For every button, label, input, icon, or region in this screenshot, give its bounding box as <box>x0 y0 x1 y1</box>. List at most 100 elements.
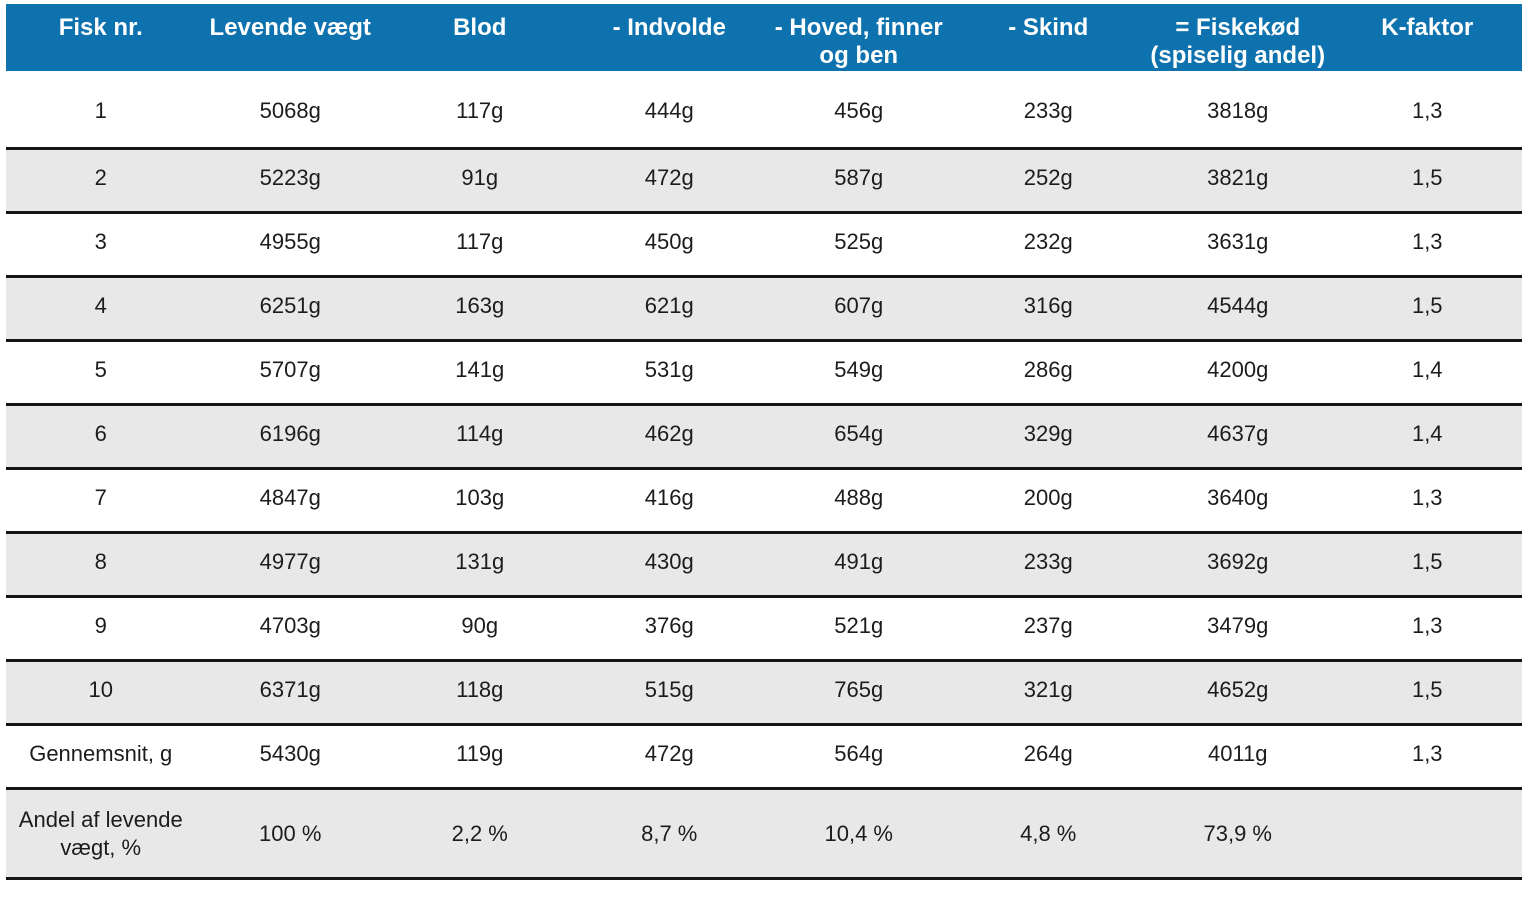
head-fins-bones-cell: 488g <box>764 467 954 533</box>
fish-number-cell: 2 <box>6 147 196 213</box>
fish-meat-cell: 73,9 % <box>1143 787 1333 881</box>
fish-meat-cell: 4652g <box>1143 659 1333 725</box>
fish-number-cell: 10 <box>6 659 196 725</box>
col-header-head-fins-bones: - Hoved, finner og ben <box>764 4 954 71</box>
live-weight-cell: 5430g <box>195 723 385 789</box>
head-fins-bones-cell: 765g <box>764 659 954 725</box>
table-row-percent-of-live-weight: Andel af levende vægt, % 100 % 2,2 % 8,7 % 1… <box>6 787 1522 881</box>
skin-cell: 237g <box>953 595 1143 661</box>
blood-cell: 114g <box>385 403 575 469</box>
live-weight-cell: 5068g <box>259 97 321 123</box>
viscera-cell: 376g <box>574 595 764 661</box>
k-factor-cell: 1,5 <box>1332 147 1522 213</box>
fish-number-cell: 4 <box>6 275 196 341</box>
viscera-cell: 531g <box>574 339 764 405</box>
table-row-fish-10: 10 6371g 118g 515g 765g 321g 4652g 1,5 <box>6 659 1522 725</box>
table-row-fish-8: 8 4977g 131g 430g 491g 233g 3692g 1,5 <box>6 531 1522 597</box>
k-factor-cell: 1,3 <box>1411 97 1443 123</box>
table-row-fish-9: 9 4703g 90g 376g 521g 237g 3479g 1,3 <box>6 595 1522 661</box>
skin-cell: 252g <box>953 147 1143 213</box>
skin-cell: 321g <box>953 659 1143 725</box>
skin-cell: 316g <box>953 275 1143 341</box>
skin-cell: 232g <box>953 211 1143 277</box>
fish-yield-table: Fisk nr. Levende vægt Blod - Indvolde - … <box>6 4 1522 881</box>
fish-meat-cell: 3640g <box>1143 467 1333 533</box>
blood-cell: 141g <box>385 339 575 405</box>
k-factor-cell: 1,3 <box>1332 467 1522 533</box>
head-fins-bones-cell: 491g <box>764 531 954 597</box>
head-fins-bones-cell: 607g <box>764 275 954 341</box>
skin-cell: 233g <box>1023 97 1073 123</box>
blood-cell: 2,2 % <box>385 787 575 881</box>
blood-cell: 90g <box>385 595 575 661</box>
blood-cell: 103g <box>385 467 575 533</box>
k-factor-cell: 1,5 <box>1332 275 1522 341</box>
table-row-fish-2: 2 5223g 91g 472g 587g 252g 3821g 1,5 <box>6 147 1522 213</box>
viscera-cell: 416g <box>574 467 764 533</box>
fish-meat-cell: 3818g <box>1207 97 1269 123</box>
live-weight-cell: 4847g <box>195 467 385 533</box>
fish-number-cell: 8 <box>6 531 196 597</box>
viscera-cell: 472g <box>574 723 764 789</box>
live-weight-cell: 5707g <box>195 339 385 405</box>
col-header-blood: Blod <box>385 4 575 71</box>
col-header-live-weight: Levende vægt <box>195 4 385 71</box>
fish-number-cell: 1 <box>94 97 107 123</box>
head-fins-bones-cell: 10,4 % <box>764 787 954 881</box>
fish-meat-cell: 3821g <box>1143 147 1333 213</box>
blood-cell: 131g <box>385 531 575 597</box>
fish-meat-cell: 3631g <box>1143 211 1333 277</box>
table-body: 1 5068g 117g 444g 456g 233g 3818g 1,3 2 5223g 91g… <box>6 71 1522 881</box>
head-fins-bones-cell: 521g <box>764 595 954 661</box>
head-fins-bones-cell: 456g <box>834 97 884 123</box>
viscera-cell: 450g <box>574 211 764 277</box>
fish-meat-cell: 4544g <box>1143 275 1333 341</box>
live-weight-cell: 6251g <box>195 275 385 341</box>
k-factor-cell: 1,4 <box>1332 403 1522 469</box>
col-header-fish-no: Fisk nr. <box>6 4 196 71</box>
viscera-cell: 621g <box>574 275 764 341</box>
live-weight-cell: 4977g <box>195 531 385 597</box>
k-factor-cell: 1,3 <box>1332 723 1522 789</box>
col-header-fish-meat: = Fiskekød (spiselig andel) <box>1143 4 1333 71</box>
head-fins-bones-cell: 549g <box>764 339 954 405</box>
fish-number-cell: 7 <box>6 467 196 533</box>
fish-meat-cell: 3692g <box>1143 531 1333 597</box>
table-row-fish-6: 6 6196g 114g 462g 654g 329g 4637g 1,4 <box>6 403 1522 469</box>
skin-cell: 264g <box>953 723 1143 789</box>
table-row-fish-5: 5 5707g 141g 531g 549g 286g 4200g 1,4 <box>6 339 1522 405</box>
blood-cell: 117g <box>385 211 575 277</box>
table-row-average: Gennemsnit, g 5430g 119g 472g 564g 264g 4011g 1… <box>6 723 1522 789</box>
live-weight-cell: 100 % <box>195 787 385 881</box>
skin-cell: 4,8 % <box>953 787 1143 881</box>
table-row-fish-4: 4 6251g 163g 621g 607g 316g 4544g 1,5 <box>6 275 1522 341</box>
k-factor-cell: 1,3 <box>1332 211 1522 277</box>
document-page: Fisk nr. Levende vægt Blod - Indvolde - … <box>6 4 1522 881</box>
head-fins-bones-cell: 525g <box>764 211 954 277</box>
head-fins-bones-cell: 564g <box>764 723 954 789</box>
live-weight-cell: 4955g <box>195 211 385 277</box>
row-label-cell: Gennemsnit, g <box>6 723 196 789</box>
table-row-fish-7: 7 4847g 103g 416g 488g 200g 3640g 1,3 <box>6 467 1522 533</box>
k-factor-cell: 1,5 <box>1332 531 1522 597</box>
blood-cell: 118g <box>385 659 575 725</box>
head-fins-bones-cell: 654g <box>764 403 954 469</box>
blood-cell: 163g <box>385 275 575 341</box>
skin-cell: 233g <box>953 531 1143 597</box>
table-row-fish-1: 1 5068g 117g 444g 456g 233g 3818g 1,3 <box>6 71 1522 149</box>
blood-cell: 119g <box>385 723 575 789</box>
skin-cell: 200g <box>953 467 1143 533</box>
viscera-cell: 430g <box>574 531 764 597</box>
viscera-cell: 462g <box>574 403 764 469</box>
fish-number-cell: 6 <box>6 403 196 469</box>
k-factor-cell: 1,5 <box>1332 659 1522 725</box>
col-header-viscera: - Indvolde <box>574 4 764 71</box>
k-factor-cell: 1,4 <box>1332 339 1522 405</box>
live-weight-cell: 6371g <box>195 659 385 725</box>
fish-meat-cell: 4011g <box>1143 723 1333 789</box>
blood-cell: 91g <box>385 147 575 213</box>
k-factor-cell: 1,3 <box>1332 595 1522 661</box>
viscera-cell: 8,7 % <box>574 787 764 881</box>
live-weight-cell: 6196g <box>195 403 385 469</box>
fish-number-cell: 3 <box>6 211 196 277</box>
